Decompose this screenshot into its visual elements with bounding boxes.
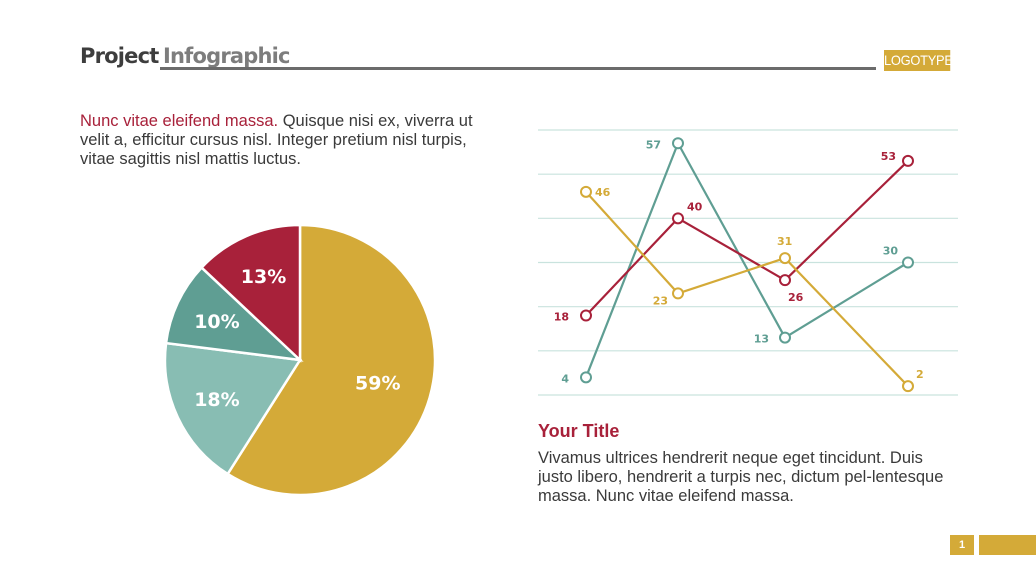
line-series-0 bbox=[584, 142, 909, 378]
pie-slice-3 bbox=[199, 223, 302, 363]
title-part-project: Project bbox=[80, 44, 159, 68]
line-series-1 bbox=[585, 160, 909, 317]
line-point-1-2 bbox=[779, 274, 791, 287]
line-point-label-2-2: 31 bbox=[777, 235, 792, 248]
line-point-2-0 bbox=[580, 185, 592, 198]
footer-bar bbox=[979, 535, 1036, 555]
line-point-label-0-2: 13 bbox=[754, 333, 769, 346]
line-point-2-2 bbox=[779, 252, 791, 265]
line-point-2-1 bbox=[672, 287, 684, 300]
line-point-1-0 bbox=[580, 309, 592, 322]
line-point-label-2-3: 2 bbox=[916, 368, 924, 381]
intro-body-text: Quisque nisi ex, viverra ut velit a, eff… bbox=[80, 112, 473, 168]
line-point-0-1 bbox=[672, 137, 684, 150]
pie-slice-0 bbox=[225, 223, 437, 497]
title-underline bbox=[160, 67, 876, 70]
section-body: Vivamus ultrices hendrerit neque eget ti… bbox=[538, 449, 944, 505]
line-point-label-1-1: 40 bbox=[687, 200, 703, 213]
pie-slice-2 bbox=[164, 265, 304, 362]
line-point-label-1-0: 18 bbox=[554, 311, 569, 324]
line-point-1-1 bbox=[672, 212, 684, 225]
pie-slice-1 bbox=[163, 341, 303, 476]
pie-chart: 59% 18% 10% 13% bbox=[163, 223, 437, 497]
line-point-label-1-2: 26 bbox=[788, 291, 804, 304]
logotype-badge: LOGOTYPE bbox=[884, 50, 953, 71]
intro-accent-text: Nunc vitae eleifend massa. bbox=[80, 112, 279, 130]
page-title: Project Infographic bbox=[80, 44, 290, 68]
line-point-label-2-0: 46 bbox=[595, 186, 611, 199]
line-point-0-2 bbox=[779, 331, 791, 344]
line-point-label-1-3: 53 bbox=[881, 150, 896, 163]
line-point-0-0 bbox=[580, 371, 592, 384]
pie-slice-label-0: 59% bbox=[355, 373, 400, 395]
intro-paragraph: Nunc vitae eleifend massa. Quisque nisi … bbox=[80, 112, 500, 169]
line-point-label-0-0: 4 bbox=[561, 372, 569, 385]
section-title: Your Title bbox=[538, 421, 620, 441]
title-part-infographic: Infographic bbox=[162, 44, 291, 68]
line-point-1-3 bbox=[902, 154, 914, 167]
pie-slice-label-2: 10% bbox=[194, 311, 239, 333]
pie-slice-label-3: 13% bbox=[241, 266, 286, 288]
pie-slice-label-1: 18% bbox=[194, 389, 239, 411]
line-chart: 4 57 13 30 18 40 26 53 46 23 31 2 bbox=[538, 129, 958, 396]
line-series-2 bbox=[585, 191, 909, 387]
line-point-label-2-1: 23 bbox=[653, 294, 668, 307]
line-point-0-3 bbox=[902, 256, 914, 269]
page-number: 1 bbox=[950, 535, 974, 555]
line-point-label-0-1: 57 bbox=[646, 138, 661, 151]
line-point-label-0-3: 30 bbox=[883, 245, 899, 258]
line-point-2-3 bbox=[902, 380, 914, 393]
